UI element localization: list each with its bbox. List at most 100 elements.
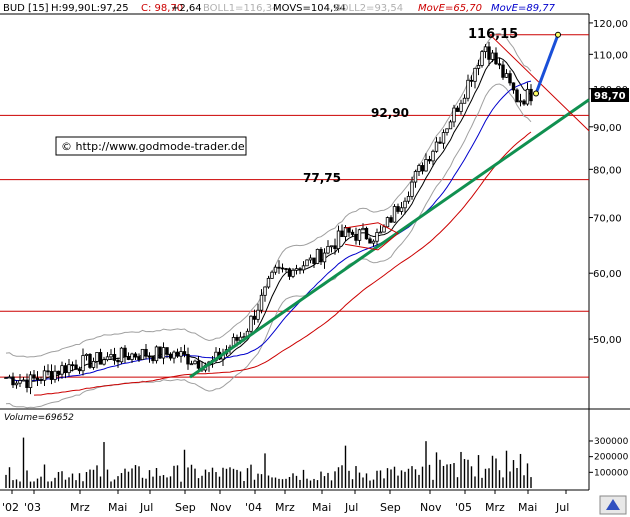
- header-ema89: MovE=89,77: [491, 3, 556, 14]
- candle-body: [235, 336, 239, 341]
- candle-body: [319, 248, 323, 263]
- candle-body: [385, 217, 390, 228]
- candle-body: [326, 245, 330, 254]
- candle-body: [347, 227, 351, 233]
- candle-body: [280, 267, 285, 270]
- candle-body: [105, 356, 110, 361]
- candle-body: [263, 286, 267, 296]
- volume-tick-label-100000: 100000: [594, 468, 629, 478]
- x-tick-label-7: '04: [245, 501, 262, 514]
- candle-body: [466, 79, 470, 99]
- candle-body: [119, 347, 124, 363]
- candle-body: [501, 64, 505, 78]
- candle-body: [350, 231, 355, 235]
- candle-body: [525, 88, 530, 105]
- candle-body: [56, 370, 61, 375]
- candle-body: [252, 315, 257, 320]
- candle-body: [431, 150, 435, 162]
- candle-body: [480, 51, 484, 66]
- candle-body: [91, 361, 96, 368]
- candle-body: [147, 355, 152, 358]
- candle-body: [340, 230, 344, 238]
- candle-body: [32, 374, 36, 379]
- candle-body: [84, 353, 89, 356]
- candle-body: [161, 347, 166, 359]
- candle-body: [417, 165, 421, 172]
- candle-body: [133, 353, 138, 358]
- candle-body: [375, 232, 379, 242]
- candle-body: [42, 370, 47, 381]
- candle-body: [14, 382, 19, 386]
- header-boll2: BOLL2=93,54: [334, 3, 403, 14]
- x-tick-label-6: Nov: [210, 501, 232, 514]
- candle-body: [182, 351, 187, 355]
- candle-body: [175, 351, 180, 357]
- candle-body: [522, 100, 526, 105]
- candle-body: [455, 107, 460, 112]
- candle-body: [144, 348, 148, 357]
- candle-body: [112, 354, 117, 361]
- y-tick-label-80: 80,00: [593, 165, 622, 176]
- candle-body: [158, 346, 162, 359]
- x-tick-label-16: Jul: [555, 501, 569, 514]
- candle-body: [95, 352, 99, 362]
- volume-axis-ticks: 100000 200000 300000: [589, 437, 629, 478]
- level-label-116: 116,15: [468, 27, 518, 42]
- candle-body: [179, 351, 183, 357]
- candle-body: [410, 181, 414, 197]
- candle-body: [424, 159, 428, 172]
- x-tick-label-4: Jul: [139, 501, 153, 514]
- candle-body: [126, 356, 131, 360]
- candle-body: [357, 229, 362, 241]
- candle-body: [308, 257, 313, 261]
- candle-body: [172, 351, 176, 359]
- candle-body: [448, 121, 453, 130]
- candle-body: [518, 100, 523, 103]
- candle-body: [438, 141, 442, 144]
- candle-body: [140, 348, 145, 360]
- candle-body: [123, 347, 127, 357]
- ema-65-line: [33, 131, 532, 396]
- candle-body: [18, 380, 22, 384]
- candle-body: [151, 355, 155, 362]
- candle-body: [406, 195, 411, 202]
- candle-body: [483, 46, 488, 53]
- candle-body: [434, 141, 439, 152]
- candle-body: [270, 271, 274, 279]
- x-tick-label-12: Nov: [420, 501, 442, 514]
- candle-body: [11, 376, 15, 386]
- candle-body: [77, 368, 82, 372]
- y-tick-label-50: 50,00: [593, 335, 622, 346]
- x-tick-label-9: Mai: [312, 501, 331, 514]
- watermark-text: © http://www.godmode-trader.de: [61, 140, 245, 153]
- consolidation-pattern: [344, 222, 399, 251]
- last-price-label: 98,70: [594, 91, 626, 102]
- candle-body: [28, 374, 33, 388]
- candle-body: [508, 73, 512, 84]
- y-tick-label-70: 70,00: [593, 214, 622, 225]
- candle-body: [137, 356, 141, 360]
- header-boll1: BOLL1=116,34: [203, 3, 278, 14]
- candle-body: [389, 217, 393, 223]
- x-tick-label-14: Mrz: [485, 501, 505, 514]
- trend-overlays: [189, 31, 590, 379]
- candle-body: [193, 360, 197, 365]
- volume-tick-label-200000: 200000: [594, 453, 629, 463]
- candle-body: [305, 259, 309, 267]
- y-tick-label-90: 90,00: [593, 123, 622, 134]
- header-high: H:99,90: [51, 3, 91, 14]
- x-tick-label-2: Mrz: [70, 501, 90, 514]
- candle-body: [102, 359, 106, 365]
- candle-body: [382, 226, 386, 233]
- candle-body: [4, 377, 8, 379]
- candle-body: [459, 102, 463, 112]
- projection-start-point: [533, 90, 539, 97]
- candle-body: [259, 294, 264, 311]
- navigate-icon[interactable]: [606, 499, 620, 510]
- header-close: C: 98,70: [141, 3, 183, 14]
- candle-body: [287, 268, 292, 277]
- candle-body: [88, 353, 92, 368]
- candle-body: [35, 377, 40, 380]
- candle-body: [413, 171, 418, 183]
